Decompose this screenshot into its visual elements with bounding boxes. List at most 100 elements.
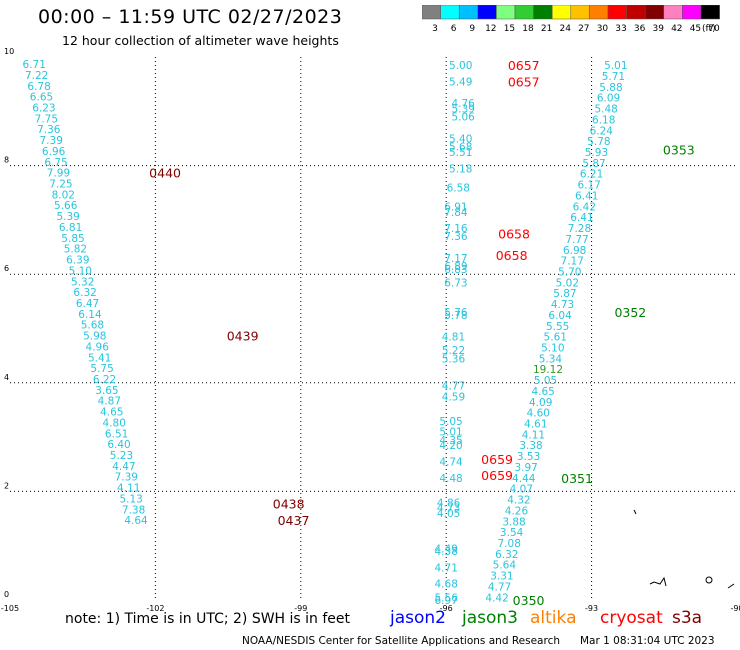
data-point-label: 5.39 <box>56 211 79 223</box>
data-point-label: 7.25 <box>49 179 72 191</box>
data-point-label: 5.88 <box>599 82 622 94</box>
data-point-label: 3.54 <box>500 527 524 539</box>
data-point-label: 6.73 <box>444 277 467 289</box>
data-point-label: 3.88 <box>502 516 525 528</box>
data-point-label: 5.10 <box>69 265 92 277</box>
data-point-label: 6.98 <box>563 245 586 257</box>
data-point-label: 6.32 <box>495 549 518 561</box>
data-point-label: 4.48 <box>439 473 462 485</box>
data-point-label: 4.49 <box>435 543 458 555</box>
data-point-label: 5.68 <box>449 142 472 154</box>
data-point-label: 5.56 <box>435 592 459 604</box>
colorbar-label: 3 <box>432 24 438 34</box>
data-point-label: 7.17 <box>444 253 467 265</box>
chart-subtitle: 12 hour collection of altimeter wave hei… <box>62 33 339 48</box>
data-point-label: 7.39 <box>40 135 63 147</box>
data-point-label: 5.13 <box>119 493 142 505</box>
data-point-label: 6.40 <box>107 439 130 451</box>
data-point-label: 6.22 <box>93 374 116 386</box>
colorbar: 3 6 9 12 15 18 21 24 27 30 33 36 39 42 45 70(ft) <box>422 5 720 34</box>
data-point-label: 6.17 <box>577 180 600 192</box>
data-point-label: 5.51 <box>449 147 472 159</box>
note-text: note: 1) Time is in UTC; 2) SWH is in fe… <box>65 611 351 627</box>
colorbar-label: 6 <box>451 24 457 34</box>
data-point-label: 4.11 <box>522 429 545 441</box>
data-point-label: 4.86 <box>437 497 461 509</box>
data-point-label: 6.09 <box>597 93 620 105</box>
data-point-label: 4.73 <box>437 503 460 515</box>
data-point-label: 5.68 <box>81 320 104 332</box>
data-point-label: 7.36 <box>37 124 61 136</box>
data-point-label: 4.44 <box>512 473 536 485</box>
data-point-label: 3.31 <box>490 571 513 583</box>
legend-item-jason3: jason3 <box>462 608 518 628</box>
colorbar-label: 9 <box>469 24 475 34</box>
colorbar-label: 18 <box>522 24 534 34</box>
data-point-label: 5.22 <box>442 345 465 357</box>
data-point-label: 4.38 <box>435 546 458 558</box>
colorbar-label: 39 <box>652 24 664 34</box>
time-annotation: 0657 <box>508 74 540 89</box>
colorbar-label: 42 <box>671 24 682 34</box>
data-point-label: 4.87 <box>98 396 121 408</box>
data-point-label: 5.34 <box>539 353 563 365</box>
data-point-label: 7.99 <box>47 168 70 180</box>
data-point-label: 4.68 <box>435 579 458 591</box>
data-point-label: 4.77 <box>488 581 511 593</box>
data-point-label: 5.85 <box>61 233 84 245</box>
data-point-label: 6.97 <box>435 595 458 607</box>
data-point-label: 4.77 <box>442 381 465 393</box>
data-point-label: 7.28 <box>568 223 591 235</box>
data-point-label: 6.47 <box>76 298 99 310</box>
colorbar-swatch <box>700 5 720 20</box>
data-point-label: 4.47 <box>112 461 135 473</box>
x-tick-label: -96 <box>440 604 453 613</box>
data-point-label: 6.89 <box>444 261 467 273</box>
data-point-label: 5.78 <box>587 136 610 148</box>
data-point-label: 4.20 <box>439 440 462 452</box>
x-tick-label: -99 <box>294 604 307 613</box>
colorbar-label: 33 <box>615 24 626 34</box>
data-point-label: 3.65 <box>95 385 118 397</box>
colorbar-label: 21 <box>541 24 552 34</box>
data-point-label: 5.32 <box>71 276 94 288</box>
colorbar-label: 45 <box>690 24 701 34</box>
data-point-label: 5.78 <box>444 310 467 322</box>
data-point-label: 6.04 <box>548 310 572 322</box>
data-point-label: 5.40 <box>449 133 472 145</box>
x-tick-label: -105 <box>1 604 19 613</box>
data-point-label: 7.17 <box>561 256 584 268</box>
data-point-label: 7.08 <box>498 538 521 550</box>
data-point-label: 6.18 <box>592 114 615 126</box>
data-point-label: 5.87 <box>582 158 605 170</box>
data-point-label: 6.41 <box>570 212 593 224</box>
data-point-label: 5.10 <box>541 343 564 355</box>
data-point-label: 6.65 <box>30 92 53 104</box>
data-point-label: 3.38 <box>519 440 542 452</box>
x-tick-label: -102 <box>146 604 164 613</box>
time-annotation: 0350 <box>513 593 545 608</box>
data-point-label: 5.06 <box>451 112 475 124</box>
data-point-label: 5.49 <box>449 76 472 88</box>
data-point-label: 6.71 <box>23 59 46 71</box>
y-tick-label: 6 <box>4 264 9 273</box>
data-point-label: 7.36 <box>444 231 468 243</box>
time-annotation: 0659 <box>481 468 513 483</box>
time-annotation: 0659 <box>481 452 513 467</box>
data-point-label: 4.32 <box>507 495 530 507</box>
data-point-label: 5.05 <box>439 416 462 428</box>
time-annotation: 0352 <box>614 305 646 320</box>
data-point-label: 6.96 <box>42 146 66 158</box>
data-point-label: 5.18 <box>449 163 472 175</box>
data-point-label: 6.21 <box>580 169 603 181</box>
data-point-label: 5.48 <box>594 104 617 116</box>
data-point-label: 5.05 <box>534 375 557 387</box>
data-point-label: 3.97 <box>514 462 537 474</box>
time-annotation: 0438 <box>273 496 305 511</box>
data-point-label: 7.75 <box>35 113 58 125</box>
data-point-label: 7.38 <box>122 504 145 516</box>
data-point-label: 4.05 <box>437 508 460 520</box>
data-point-label: 5.23 <box>110 450 133 462</box>
y-tick-label: 2 <box>4 481 9 490</box>
